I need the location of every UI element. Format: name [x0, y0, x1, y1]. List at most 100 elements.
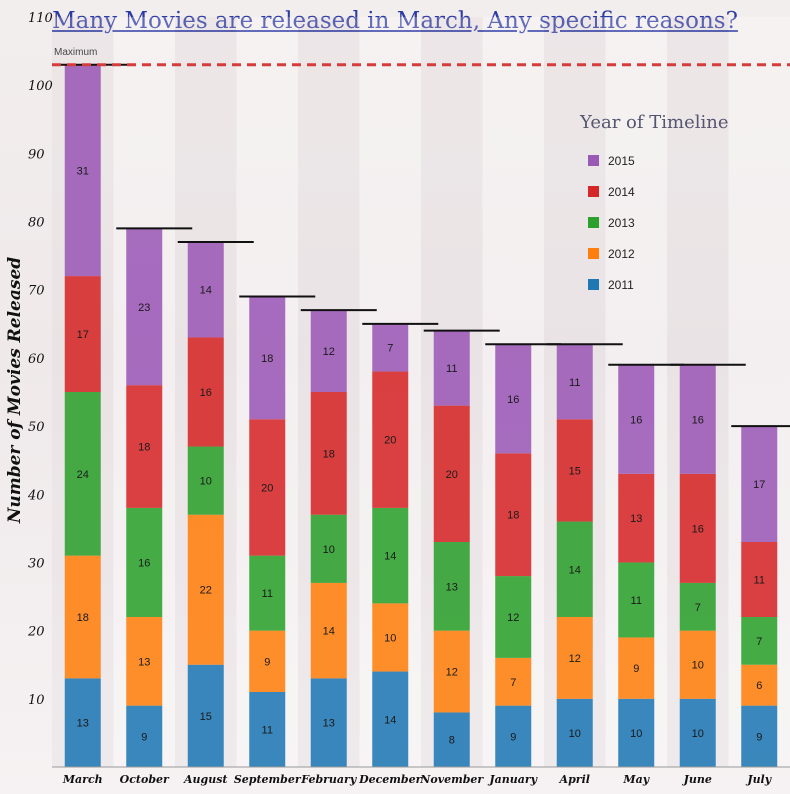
legend-item: 2012 [575, 238, 755, 269]
bar-segment [556, 419, 593, 522]
data-label: 20 [446, 469, 458, 481]
x-tick-label: May [622, 773, 650, 786]
data-label: 10 [630, 728, 642, 740]
data-label: 11 [754, 575, 765, 587]
data-label: 12 [323, 346, 335, 358]
data-label: 7 [387, 343, 393, 355]
bar-segment [618, 562, 655, 638]
data-label: 12 [507, 612, 519, 624]
data-label: 20 [384, 435, 396, 447]
x-tick-label: April [559, 773, 590, 786]
bar-segment [495, 453, 532, 577]
data-label: 20 [261, 482, 273, 494]
bar-segment [433, 542, 470, 631]
legend-label: 2011 [608, 277, 634, 292]
legend-label: 2013 [608, 215, 635, 230]
legend: Year of Timeline 2015 2014 2013 2012 2011 [575, 112, 755, 300]
data-label: 10 [323, 544, 335, 556]
y-tick-label: 110 [28, 11, 53, 26]
bar-segment [126, 617, 163, 706]
bar-segment [495, 657, 532, 706]
bar-segment [372, 603, 409, 672]
bar-segment [556, 521, 593, 617]
bar-segment [126, 228, 163, 386]
data-label: 12 [569, 653, 581, 665]
data-label: 11 [262, 725, 273, 737]
legend-item: 2015 [575, 145, 755, 176]
chart-title: Many Movies are released in March, Any s… [0, 8, 790, 34]
bar-segment [310, 678, 347, 767]
bar-segment [495, 705, 532, 767]
data-label: 18 [77, 612, 89, 624]
bar-segment [556, 344, 593, 420]
y-tick-label: 70 [28, 284, 45, 299]
data-label: 22 [200, 585, 212, 597]
legend-swatch [588, 217, 599, 228]
data-label: 9 [633, 663, 639, 675]
bar-segment [249, 630, 286, 692]
data-label: 13 [446, 581, 458, 593]
data-label: 14 [323, 626, 335, 638]
bar-segment [187, 446, 224, 515]
data-label: 11 [569, 377, 580, 389]
bar-segment [741, 664, 778, 706]
data-label: 7 [510, 677, 516, 689]
bar-segment [126, 385, 163, 508]
data-label: 23 [138, 302, 150, 314]
data-label: 10 [384, 632, 396, 644]
bar-segment [187, 242, 224, 338]
bar-segment [310, 392, 347, 515]
data-label: 9 [141, 731, 147, 743]
bar-segment [310, 514, 347, 583]
bar-segment [618, 364, 655, 474]
data-label: 13 [630, 513, 642, 525]
bar-segment [372, 323, 409, 372]
data-label: 18 [138, 442, 150, 454]
data-label: 24 [77, 469, 89, 481]
bar-segment [187, 514, 224, 665]
data-label: 15 [569, 465, 581, 477]
data-label: 16 [692, 414, 704, 426]
data-label: 14 [569, 564, 581, 576]
bar-segment [372, 507, 409, 604]
bar-segment [126, 507, 163, 617]
data-label: 18 [507, 510, 519, 522]
max-line-label: Maximum [54, 47, 97, 58]
y-tick-label: 60 [28, 352, 45, 367]
legend-item: 2014 [575, 176, 755, 207]
bar-segment [679, 698, 716, 767]
legend-swatch [588, 186, 599, 197]
x-tick-label: January [487, 773, 538, 786]
data-label: 16 [200, 387, 212, 399]
data-label: 7 [695, 602, 701, 614]
y-tick-label: 50 [28, 420, 45, 435]
data-label: 9 [264, 656, 270, 668]
data-label: 17 [753, 479, 765, 491]
bar-segment [372, 671, 409, 767]
data-label: 14 [200, 285, 212, 297]
bar-segment [187, 337, 224, 447]
data-label: 11 [446, 363, 457, 375]
legend-swatch [588, 248, 599, 259]
bar-segment [64, 555, 101, 679]
data-label: 11 [262, 588, 273, 600]
x-tick-label: August [183, 773, 228, 786]
x-tick-label: July [745, 773, 772, 786]
bar-segment [679, 364, 716, 474]
y-tick-label: 10 [28, 693, 45, 708]
y-tick-label: 90 [28, 147, 45, 162]
bar-segment [741, 617, 778, 665]
data-label: 10 [200, 476, 212, 488]
data-label: 12 [446, 667, 458, 679]
data-label: 11 [631, 595, 642, 607]
data-label: 17 [77, 329, 89, 341]
legend-title: Year of Timeline [580, 112, 729, 133]
legend-item: 2011 [575, 269, 755, 300]
bar-segment [679, 630, 716, 699]
data-label: 6 [756, 680, 762, 692]
x-tick-label: June [682, 773, 712, 786]
bar-segment [741, 426, 778, 542]
data-label: 9 [510, 731, 516, 743]
